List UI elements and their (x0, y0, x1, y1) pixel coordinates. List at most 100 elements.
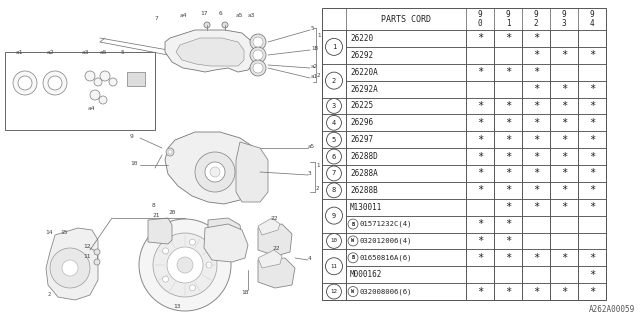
Bar (550, 216, 578, 233)
Text: 7: 7 (332, 171, 336, 176)
Circle shape (166, 148, 174, 156)
Circle shape (326, 166, 341, 181)
Bar (494, 182, 522, 199)
Text: 3: 3 (308, 171, 312, 175)
Bar (550, 81, 578, 98)
Text: 20: 20 (168, 210, 175, 214)
Bar (346, 249, 466, 266)
Text: 8: 8 (152, 203, 156, 207)
Bar (346, 47, 466, 64)
Polygon shape (258, 258, 295, 288)
Polygon shape (204, 224, 248, 262)
Text: *: * (533, 152, 539, 162)
Bar (522, 148, 550, 165)
Bar (550, 249, 578, 266)
Bar (522, 233, 550, 249)
Text: 9
1: 9 1 (506, 10, 510, 28)
Bar (5, 52, 155, 130)
Text: a4: a4 (88, 106, 95, 110)
Circle shape (253, 37, 263, 47)
Circle shape (326, 38, 342, 55)
Text: 9
3: 9 3 (562, 10, 566, 28)
Text: 26292A: 26292A (350, 84, 378, 93)
Bar (346, 148, 466, 165)
Text: 01571232C(4): 01571232C(4) (360, 221, 413, 227)
Text: 26297: 26297 (350, 135, 373, 144)
Bar (346, 283, 466, 300)
Bar (466, 199, 494, 216)
Text: 2: 2 (332, 78, 336, 84)
Text: 12: 12 (330, 289, 337, 294)
Bar (550, 182, 578, 199)
Bar (466, 249, 494, 266)
Text: 2: 2 (48, 292, 51, 298)
Text: 26292: 26292 (350, 51, 373, 60)
Text: 1: 1 (316, 163, 319, 167)
Text: *: * (505, 101, 511, 111)
Text: *: * (477, 67, 483, 77)
Bar (522, 98, 550, 114)
Bar (550, 64, 578, 81)
Bar (522, 199, 550, 216)
Bar (466, 30, 494, 47)
Text: *: * (533, 253, 539, 263)
Circle shape (48, 76, 62, 90)
Circle shape (204, 22, 210, 28)
Circle shape (189, 285, 195, 291)
Text: *: * (477, 253, 483, 263)
Text: *: * (589, 101, 595, 111)
Circle shape (326, 132, 341, 147)
Text: 8: 8 (332, 187, 336, 193)
Circle shape (109, 78, 117, 86)
Bar (550, 199, 578, 216)
Polygon shape (148, 218, 172, 244)
Bar (322, 114, 346, 131)
Bar (466, 165, 494, 182)
Text: *: * (533, 135, 539, 145)
Text: 1: 1 (317, 33, 321, 37)
Polygon shape (165, 30, 255, 72)
Circle shape (85, 71, 95, 81)
Text: *: * (505, 253, 511, 263)
Circle shape (163, 276, 168, 282)
Text: *: * (477, 185, 483, 195)
Text: *: * (561, 101, 567, 111)
Bar (494, 249, 522, 266)
Bar (522, 47, 550, 64)
Text: *: * (505, 168, 511, 179)
Bar (578, 283, 606, 300)
Text: *: * (589, 135, 595, 145)
Text: *: * (533, 84, 539, 94)
Bar (494, 98, 522, 114)
Bar (494, 216, 522, 233)
Text: a2: a2 (47, 50, 54, 54)
Text: *: * (561, 202, 567, 212)
Bar (346, 165, 466, 182)
Text: 18: 18 (241, 290, 248, 294)
Circle shape (100, 71, 110, 81)
Bar (346, 114, 466, 131)
Text: *: * (589, 168, 595, 179)
Circle shape (348, 287, 358, 297)
Text: 032008006(6): 032008006(6) (360, 288, 413, 295)
Text: 4: 4 (332, 120, 336, 126)
Text: M130011: M130011 (350, 203, 382, 212)
Bar (494, 131, 522, 148)
Text: *: * (477, 287, 483, 297)
Circle shape (326, 183, 341, 198)
Text: 3: 3 (332, 103, 336, 109)
Circle shape (206, 262, 212, 268)
Circle shape (250, 60, 266, 76)
Circle shape (326, 284, 341, 299)
Text: 13: 13 (173, 305, 180, 309)
Circle shape (13, 71, 37, 95)
Text: 11: 11 (83, 254, 90, 260)
Text: W: W (351, 238, 355, 244)
Bar (322, 182, 346, 199)
Text: 032012006(4): 032012006(4) (360, 238, 413, 244)
Bar (466, 283, 494, 300)
Bar (578, 114, 606, 131)
Circle shape (326, 258, 342, 275)
Text: *: * (477, 168, 483, 179)
Text: a2: a2 (311, 63, 318, 68)
